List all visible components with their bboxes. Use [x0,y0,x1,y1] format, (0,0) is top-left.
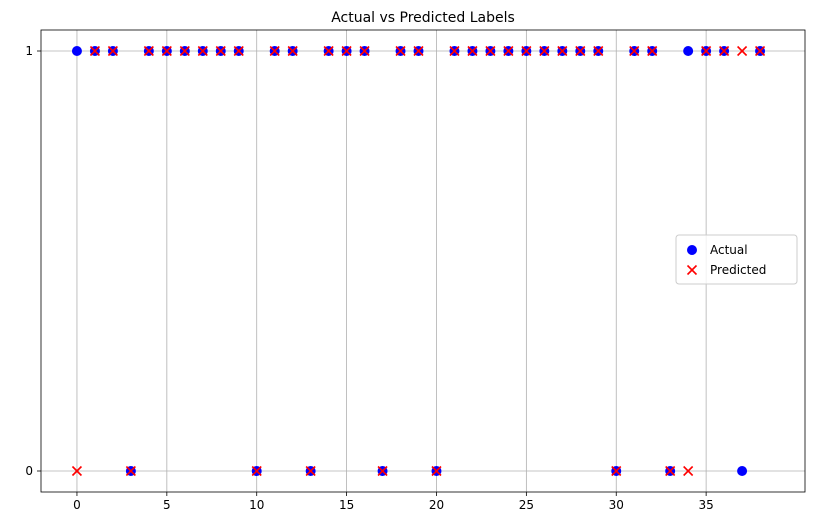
predicted-point [197,45,208,57]
predicted-point [269,45,280,57]
predicted-point [503,45,514,57]
predicted-point [719,45,730,57]
actual-point [683,46,694,56]
x-tick-label: 15 [339,498,354,512]
predicted-point [557,45,568,57]
predicted-point [71,465,83,477]
predicted-point [737,45,748,57]
predicted-point [359,45,370,57]
predicted-point [431,465,442,477]
predicted-point [683,465,694,477]
predicted-point [89,45,100,57]
predicted-point [341,45,352,57]
predicted-point [701,45,712,57]
predicted-point [467,45,478,57]
x-tick-label: 5 [163,498,171,512]
predicted-point [215,45,226,57]
predicted-point [629,45,640,57]
series-actual-points [71,46,766,476]
predicted-point [305,465,316,477]
legend-marker-predicted [686,264,698,276]
grid-lines [41,30,805,492]
predicted-point [611,465,622,477]
predicted-point [179,45,190,57]
legend-marker-actual [687,245,697,255]
predicted-point [161,45,172,57]
predicted-point [395,45,406,57]
x-tick-label: 30 [609,498,624,512]
y-axis-ticks: 01 [25,44,41,478]
x-tick-label: 10 [249,498,264,512]
predicted-point [125,465,136,477]
plot-frame [40,29,806,493]
chart-title: Actual vs Predicted Labels [331,10,515,26]
x-tick-label: 20 [429,498,444,512]
legend-label-predicted: Predicted [710,263,766,277]
legend: Actual Predicted [675,234,798,285]
predicted-point [575,45,586,57]
legend-label-actual: Actual [710,243,748,257]
predicted-point [754,45,766,57]
legend-box [675,234,798,285]
series-predicted-points [71,45,766,477]
x-tick-label: 25 [519,498,534,512]
predicted-point [647,45,658,57]
predicted-point [323,45,334,57]
predicted-point [521,45,532,57]
predicted-point [449,45,460,57]
legend-x-marker [686,264,698,276]
predicted-point [593,45,604,57]
predicted-point [287,45,298,57]
predicted-point [377,465,388,477]
predicted-point [413,45,424,57]
predicted-point [143,45,154,57]
predicted-point [539,45,550,57]
predicted-point [251,465,262,477]
x-tick-label: 0 [73,498,81,512]
actual-point [737,466,748,476]
predicted-point [107,45,118,57]
predicted-point [485,45,496,57]
x-axis-ticks: 0 5 10 15 20 25 30 35 [73,492,714,512]
y-tick-label: 1 [25,44,33,58]
predicted-point [233,45,244,57]
actual-point [71,46,82,56]
y-tick-label: 0 [25,464,33,478]
x-tick-label: 35 [698,498,713,512]
predicted-point [665,465,676,477]
